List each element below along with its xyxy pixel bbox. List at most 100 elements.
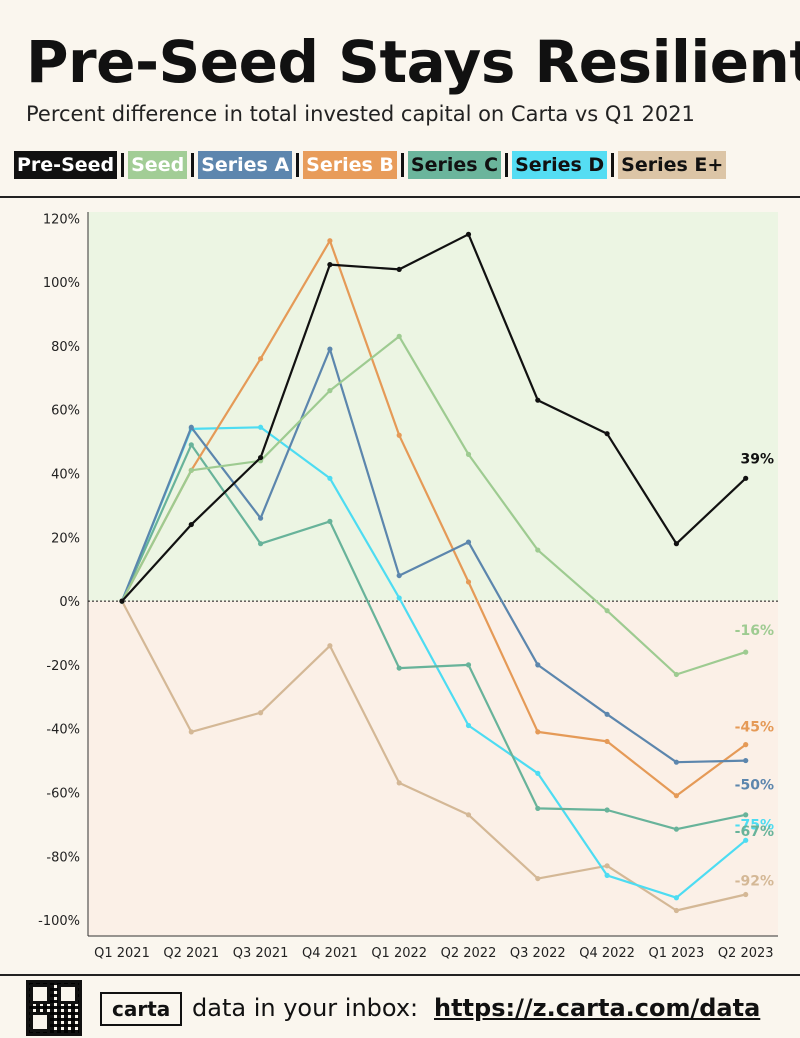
y-tick-label: 120% [43, 212, 80, 227]
data-point-series-e- [258, 710, 264, 716]
y-tick-label: -80% [46, 850, 80, 865]
data-point-series-c [604, 807, 610, 813]
legend-separator [296, 153, 300, 177]
data-point-series-a [188, 424, 194, 430]
series-line-series-c [120, 443, 746, 831]
data-point-seed [673, 671, 680, 678]
legend-item-series-b[interactable]: Series B [303, 151, 397, 179]
data-point-series-b [535, 729, 541, 735]
data-point-series-d [465, 722, 472, 729]
data-point-series-c [743, 812, 749, 818]
data-point-pre-seed [258, 454, 264, 461]
data-point-series-b [396, 432, 402, 438]
data-point-pre-seed [327, 262, 333, 268]
series-line-seed [121, 335, 747, 676]
data-point-series-d [258, 424, 264, 430]
data-point-pre-seed [743, 475, 749, 481]
series-line-series-e- [121, 600, 746, 912]
data-point-seed [465, 451, 472, 457]
bottom-divider [0, 974, 800, 976]
legend-separator [121, 153, 125, 177]
data-point-pre-seed [396, 266, 402, 273]
legend: Pre-Seed Seed Series A Series B Series C Seri… [14, 151, 727, 179]
data-point-series-b [465, 579, 472, 585]
data-point-series-a [327, 346, 333, 352]
top-divider [0, 196, 800, 198]
data-point-seed [535, 547, 541, 553]
data-point-series-d [604, 872, 610, 879]
chart-subtitle: Percent difference in total invested cap… [26, 102, 695, 126]
x-tick-label: Q3 2022 [510, 946, 566, 961]
data-point-series-a [465, 539, 472, 545]
data-point-pre-seed [604, 431, 610, 437]
data-point-series-c [465, 662, 472, 668]
x-tick-label: Q2 2022 [441, 946, 497, 961]
data-point-series-a [743, 757, 749, 764]
positive-region [88, 212, 778, 602]
legend-item-series-c[interactable]: Series C [407, 151, 502, 179]
legend-separator [611, 153, 615, 177]
data-point-series-c [396, 665, 402, 671]
data-point-seed [743, 649, 749, 655]
data-point-pre-seed [119, 598, 125, 604]
data-point-seed [604, 608, 610, 614]
data-point-series-a [535, 662, 541, 668]
data-point-pre-seed [188, 521, 194, 528]
x-tick-label: Q1 2021 [94, 946, 150, 961]
x-tick-label: Q1 2023 [649, 946, 705, 961]
data-point-series-b [743, 742, 749, 748]
data-point-pre-seed [673, 541, 680, 547]
legend-separator [191, 153, 195, 177]
data-point-seed [396, 333, 402, 339]
y-tick-label: 60% [51, 404, 80, 419]
legend-separator [505, 153, 509, 177]
footer: carta data in your inbox: https://z.cart… [0, 976, 800, 1038]
line-chart: 120% 100% 80% 60% 40% 20% 0% -20% -40% -60% -80% -1… [38, 212, 778, 961]
data-point-series-c [673, 826, 680, 832]
y-tick-label: 100% [43, 276, 80, 291]
newsletter-link[interactable]: https://z.carta.com/data [434, 994, 761, 1022]
data-point-series-e- [465, 812, 472, 818]
legend-separator [400, 153, 404, 177]
legend-item-series-a[interactable]: Series A [198, 151, 293, 179]
end-label-series-d: -75% [735, 817, 774, 833]
data-point-series-c [188, 442, 194, 448]
qr-code-icon[interactable] [26, 980, 82, 1036]
x-tick-label: Q1 2022 [371, 946, 427, 961]
legend-item-series-e-[interactable]: Series E+ [618, 151, 727, 179]
x-tick-label: Q2 2023 [718, 946, 774, 961]
end-label-pre-seed: 39% [740, 451, 774, 467]
data-point-series-a [604, 711, 610, 717]
data-point-series-c [535, 805, 541, 812]
data-point-series-b [604, 738, 610, 745]
data-point-seed [327, 388, 333, 394]
y-tick-label: -20% [46, 659, 80, 674]
legend-item-series-d[interactable]: Series D [512, 151, 608, 179]
legend-item-pre-seed[interactable]: Pre-Seed [14, 151, 118, 179]
y-tick-label: 80% [51, 340, 80, 355]
data-point-series-c [327, 518, 333, 524]
data-point-series-b [673, 793, 680, 799]
data-point-series-e- [604, 863, 610, 869]
data-point-series-e- [188, 729, 194, 735]
data-point-series-c [258, 541, 264, 547]
y-tick-label: 0% [59, 595, 80, 610]
data-point-pre-seed [535, 397, 541, 403]
x-tick-label: Q4 2022 [579, 946, 635, 961]
data-point-series-d [396, 595, 402, 601]
series-line-pre-seed [121, 233, 747, 602]
data-point-series-e- [396, 780, 402, 786]
legend-item-seed[interactable]: Seed [128, 151, 188, 179]
data-point-series-e- [535, 875, 541, 882]
page-title: Pre-Seed Stays Resilient [26, 28, 800, 96]
y-tick-label: 20% [51, 531, 80, 546]
end-label-series-c: -67% [735, 824, 774, 840]
x-tick-label: Q4 2021 [302, 946, 358, 961]
end-label-series-e-: -92% [735, 874, 774, 890]
end-label-series-b: -45% [735, 720, 774, 736]
data-point-series-d [327, 475, 333, 481]
data-point-series-b [258, 356, 264, 362]
y-tick-label: -100% [38, 914, 80, 929]
y-tick-label: 40% [51, 468, 80, 483]
data-point-series-e- [327, 643, 333, 649]
